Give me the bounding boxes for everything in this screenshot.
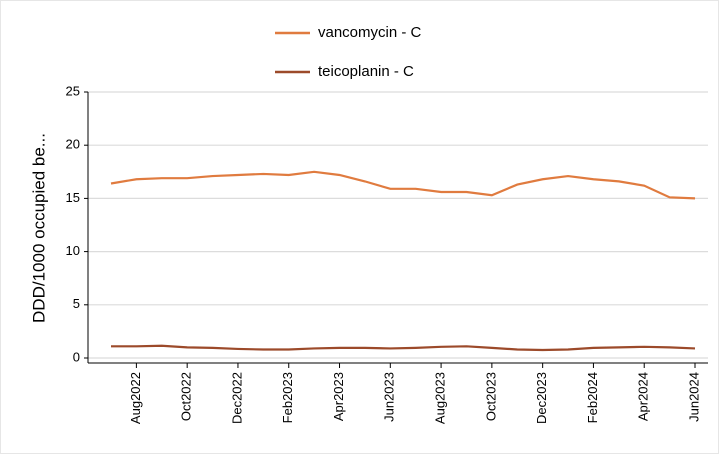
- x-tick-label: Apr2024: [636, 372, 651, 421]
- y-tick-label: 20: [66, 137, 80, 152]
- x-tick-label: Feb2024: [585, 372, 600, 423]
- legend-label: teicoplanin - C: [318, 63, 414, 80]
- y-tick-label: 10: [66, 243, 80, 258]
- x-tick-label: Jun2024: [686, 372, 701, 422]
- x-tick-label: Oct2022: [179, 372, 194, 421]
- x-tick-label: Dec2023: [534, 372, 549, 424]
- x-tick-label: Apr2023: [331, 372, 346, 421]
- y-tick-label: 0: [73, 349, 80, 364]
- y-tick-label: 15: [66, 190, 80, 205]
- series-line: [110, 170, 696, 200]
- y-tick-label: 25: [66, 83, 80, 98]
- x-tick-label: Aug2023: [433, 372, 448, 424]
- series-line: [111, 344, 696, 352]
- x-tick-label: Dec2022: [229, 372, 244, 424]
- x-tick-label: Oct2023: [483, 372, 498, 421]
- x-tick-label: Aug2022: [128, 372, 143, 424]
- x-tick-label: Feb2023: [280, 372, 295, 423]
- legend-label: vancomycin - C: [318, 24, 422, 41]
- y-axis-label: DDD/1000 occupied be...: [29, 133, 48, 323]
- x-tick-label: Jun2023: [382, 372, 397, 422]
- y-tick-label: 5: [73, 296, 80, 311]
